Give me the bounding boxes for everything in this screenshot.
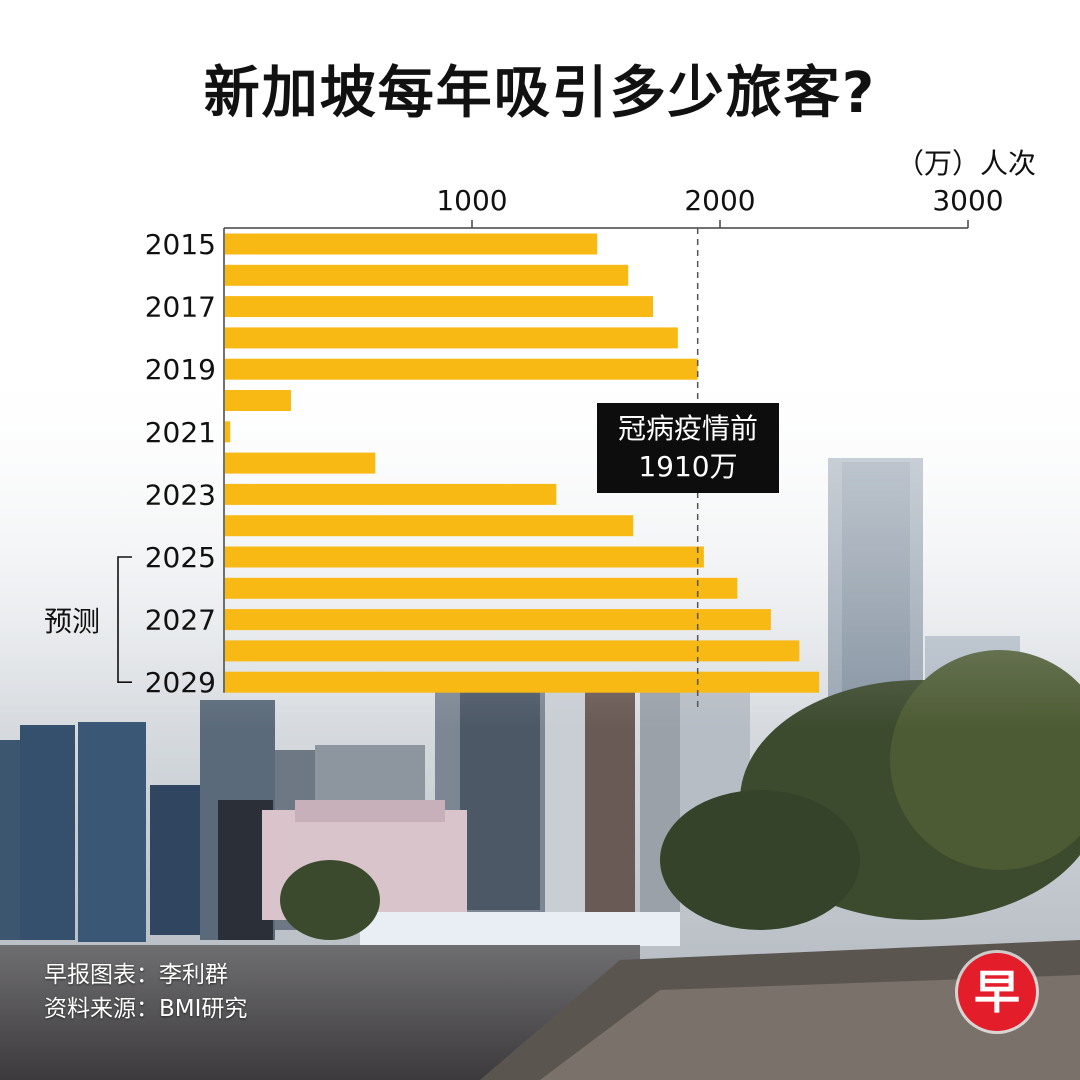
bar-2026 (225, 577, 738, 599)
bar-2020 (225, 390, 291, 411)
y-tick-label: 2025 (145, 541, 216, 574)
x-tick-label: 1000 (436, 184, 507, 217)
bar-2017 (225, 296, 654, 318)
credit-source: 资料来源：BMI研究 (44, 996, 248, 1022)
credit-author: 早报图表：李利群 (44, 962, 228, 988)
bar-2029 (225, 671, 820, 693)
zaobao-logo: 早 (958, 953, 1036, 1031)
callout-line2: 1910万 (638, 450, 738, 483)
credits: 早报图表：李利群 资料来源：BMI研究 (44, 958, 247, 1026)
bar-2015 (225, 233, 598, 255)
y-tick-label: 2029 (145, 666, 216, 699)
x-tick-label: 3000 (932, 184, 1003, 217)
bar-2019 (225, 358, 698, 380)
bar-2022 (225, 452, 376, 474)
bar-2027 (225, 609, 771, 631)
forecast-bracket (117, 556, 132, 683)
y-tick-label: 2019 (145, 353, 216, 386)
x-tick-label: 2000 (684, 184, 755, 217)
y-tick-label: 2017 (145, 291, 216, 324)
reference-callout: 冠病疫情前 1910万 (597, 403, 779, 493)
y-tick-label: 2027 (145, 604, 216, 637)
callout-line1: 冠病疫情前 (617, 412, 758, 445)
chart-title: 新加坡每年吸引多少旅客? (203, 61, 877, 126)
bar-2016 (225, 264, 629, 286)
bar-2028 (225, 640, 800, 662)
bar-2021 (225, 421, 231, 443)
bar-2023 (225, 483, 557, 505)
bar-2024 (225, 515, 634, 537)
unit-label: （万）人次 (895, 147, 1036, 180)
y-tick-label: 2021 (145, 416, 216, 449)
y-tick-label: 2023 (145, 478, 216, 511)
y-tick-label: 2015 (145, 228, 216, 261)
bar-2025 (225, 546, 704, 568)
bar-2018 (225, 327, 678, 349)
forecast-label: 预测 (44, 605, 101, 638)
